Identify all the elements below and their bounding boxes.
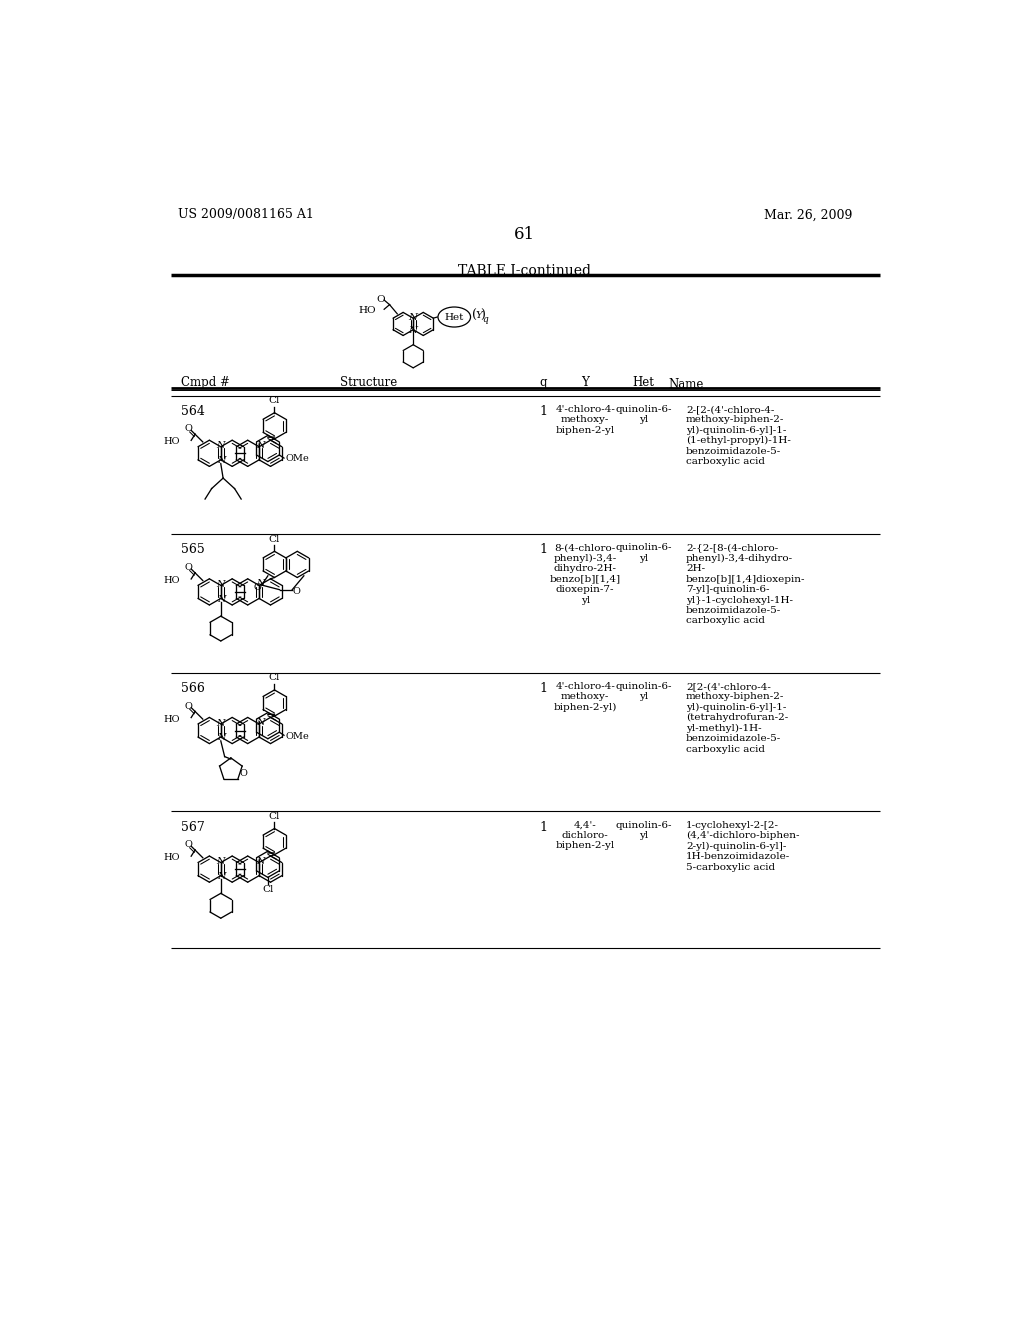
Text: 4'-chloro-4-
methoxy-
biphen-2-yl): 4'-chloro-4- methoxy- biphen-2-yl) — [554, 682, 616, 711]
Text: N: N — [216, 718, 224, 727]
Text: Cmpd #: Cmpd # — [180, 376, 229, 389]
Text: Name: Name — [669, 378, 703, 391]
Text: N: N — [216, 441, 224, 450]
Text: N: N — [216, 857, 224, 866]
Text: Cl: Cl — [268, 673, 281, 682]
Text: 61: 61 — [514, 226, 536, 243]
Text: 1: 1 — [540, 682, 548, 696]
Text: 2[2-(4'-chloro-4-
methoxy-biphen-2-
yl)-quinolin-6-yl]-1-
(tetrahydrofuran-2-
yl: 2[2-(4'-chloro-4- methoxy-biphen-2- yl)-… — [686, 682, 788, 754]
Text: Cl: Cl — [262, 884, 273, 894]
Text: HO: HO — [164, 714, 180, 723]
Text: q: q — [540, 376, 547, 389]
Text: N: N — [217, 595, 226, 603]
Text: N: N — [216, 579, 224, 589]
Text: 1: 1 — [540, 821, 548, 834]
Text: N: N — [217, 873, 226, 880]
Text: ): ) — [480, 309, 485, 322]
Text: HO: HO — [164, 853, 180, 862]
Text: 4'-chloro-4-
methoxy-
biphen-2-yl: 4'-chloro-4- methoxy- biphen-2-yl — [555, 405, 615, 434]
Text: O: O — [240, 768, 247, 777]
Text: O: O — [184, 562, 193, 572]
Text: (: ( — [472, 309, 477, 322]
Text: O: O — [184, 840, 193, 849]
Text: N: N — [256, 441, 265, 450]
Text: N: N — [256, 857, 265, 866]
Text: Y: Y — [475, 312, 482, 319]
Text: N: N — [256, 579, 265, 589]
Text: 1: 1 — [540, 405, 548, 418]
Text: quinolin-6-
yl: quinolin-6- yl — [615, 821, 672, 840]
Text: q: q — [482, 315, 488, 323]
Text: O: O — [184, 701, 193, 710]
Text: 567: 567 — [180, 821, 205, 834]
Text: O: O — [253, 583, 261, 591]
Text: Het: Het — [633, 376, 654, 389]
Text: HO: HO — [358, 305, 376, 314]
Text: N: N — [409, 313, 418, 322]
Text: Cl: Cl — [268, 396, 281, 405]
Text: N: N — [217, 734, 226, 742]
Text: 566: 566 — [180, 682, 205, 696]
Text: Het: Het — [444, 313, 464, 322]
Text: N: N — [256, 718, 265, 727]
Text: 2-[2-(4'-chloro-4-
methoxy-biphen-2-
yl)-quinolin-6-yl]-1-
(1-ethyl-propyl)-1H-
: 2-[2-(4'-chloro-4- methoxy-biphen-2- yl)… — [686, 405, 791, 466]
Text: Structure: Structure — [340, 376, 397, 389]
Text: 565: 565 — [180, 544, 205, 557]
Text: N: N — [409, 326, 418, 335]
Text: O: O — [184, 424, 193, 433]
Text: Y: Y — [582, 376, 589, 389]
Text: OMe: OMe — [286, 454, 309, 463]
Text: US 2009/0081165 A1: US 2009/0081165 A1 — [178, 209, 314, 222]
Text: quinolin-6-
yl: quinolin-6- yl — [615, 682, 672, 701]
Text: Mar. 26, 2009: Mar. 26, 2009 — [764, 209, 852, 222]
Text: TABLE I-continued: TABLE I-continued — [459, 264, 591, 279]
Text: 1-cyclohexyl-2-[2-
(4,4'-dichloro-biphen-
2-yl)-quinolin-6-yl]-
1H-benzoimidazol: 1-cyclohexyl-2-[2- (4,4'-dichloro-biphen… — [686, 821, 800, 871]
Text: Cl: Cl — [268, 535, 281, 544]
Text: 2-{2-[8-(4-chloro-
phenyl)-3,4-dihydro-
2H-
benzo[b][1,4]dioxepin-
7-yl]-quinoli: 2-{2-[8-(4-chloro- phenyl)-3,4-dihydro- … — [686, 544, 806, 626]
Text: HO: HO — [164, 437, 180, 446]
Text: Cl: Cl — [268, 812, 281, 821]
Text: 8-(4-chloro-
phenyl)-3,4-
dihydro-2H-
benzo[b][1,4]
dioxepin-7-
yl: 8-(4-chloro- phenyl)-3,4- dihydro-2H- be… — [550, 544, 621, 605]
Text: OMe: OMe — [286, 731, 309, 741]
Text: quinolin-6-
yl: quinolin-6- yl — [615, 544, 672, 562]
Text: 1: 1 — [540, 544, 548, 557]
Text: O: O — [376, 294, 385, 304]
Text: quinolin-6-
yl: quinolin-6- yl — [615, 405, 672, 424]
Text: O: O — [293, 587, 301, 597]
Text: 564: 564 — [180, 405, 205, 418]
Text: 4,4'-
dichloro-
biphen-2-yl: 4,4'- dichloro- biphen-2-yl — [556, 821, 614, 850]
Text: N: N — [217, 457, 226, 465]
Text: HO: HO — [164, 576, 180, 585]
